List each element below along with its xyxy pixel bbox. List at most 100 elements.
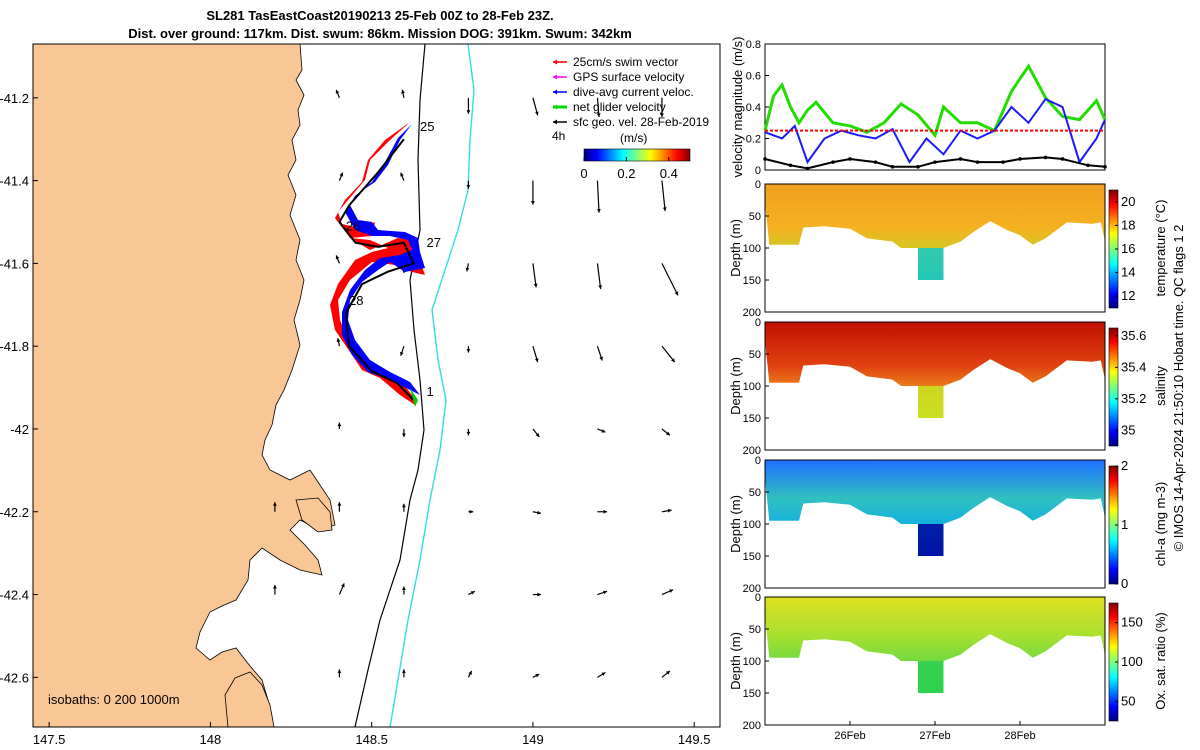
peninsula-land: [224, 671, 275, 727]
day-label: 26: [346, 218, 360, 233]
depth-tick-label: 150: [743, 551, 761, 563]
time-tick-label: 26Feb: [834, 730, 865, 742]
velocity-panel: 0 0.2 0.4 0.6 0.8 velocity magnitude (m/s): [730, 37, 1107, 177]
depth-axis-label: Depth (m): [728, 357, 743, 415]
current-vector-head: [401, 433, 406, 437]
sfc-velocity-point: [788, 163, 793, 168]
colorbar-label: chl-a (mg m-3): [1153, 482, 1168, 567]
depth-tick-label: 150: [743, 275, 761, 287]
section-panel-chla: 0 50 100 150 200 Depth (m) 2 1 0 chl-a (mg m-3): [728, 455, 1168, 595]
current-vector-head: [667, 508, 672, 513]
legend-label: GPS surface velocity: [573, 70, 684, 84]
current-vector-head: [596, 113, 601, 118]
colorbar-tick-label: 0: [1121, 576, 1128, 591]
velocity-y-tick-label: 0.6: [746, 71, 761, 83]
current-vector-head: [531, 201, 535, 205]
footer-note: © IMOS 14-Apr-2024 21:50:10 Hobart time.…: [1171, 225, 1186, 552]
sfc-velocity-point: [1086, 163, 1090, 168]
section-panel-salinity: 0 50 100 150 200 Depth (m) 35.6 35.4 35.2 35 salin…: [728, 317, 1168, 457]
map-y-tick-label: -42: [10, 422, 29, 437]
depth-tick-label: 0: [755, 317, 761, 329]
map-y-tick-label: -41.8: [0, 339, 29, 354]
map-x-tick-label: 148: [200, 732, 222, 747]
colorbar-tick-label: 50: [1121, 693, 1135, 708]
velocity-y-tick-label: 0: [755, 165, 761, 177]
current-vector-head: [335, 255, 340, 260]
legend-arrowhead: [553, 89, 557, 95]
velocity-series-diveavg: [764, 97, 1106, 165]
current-vector-head: [601, 429, 606, 433]
isobath-200: [354, 44, 426, 727]
legend-label: net glider velocity: [573, 100, 666, 114]
current-vector-head: [401, 503, 406, 508]
current-vector: [532, 263, 537, 288]
island-land: [295, 497, 333, 533]
colorbar-tick-label: 35.4: [1121, 359, 1146, 374]
colorbar-tick-label: 35: [1121, 422, 1135, 437]
glider-track: [330, 122, 425, 407]
map-y-tick-label: -41.6: [0, 256, 29, 271]
colorbar-label: salinity: [1153, 366, 1168, 406]
colorbar-units-label: (m/s): [620, 131, 647, 145]
current-vector-head: [537, 510, 541, 515]
sfc-velocity-point: [1001, 160, 1005, 164]
depth-axis-label: Depth (m): [728, 632, 743, 690]
current-vector-head: [401, 89, 405, 94]
section-colorbar: [1108, 327, 1119, 447]
current-vector-head: [674, 291, 679, 296]
sfc-velocity-point: [890, 165, 895, 169]
current-vector-head: [468, 670, 472, 675]
current-vector-head: [400, 172, 404, 177]
map-x-tick-label: 149: [522, 732, 544, 747]
map-x-tick-label: 148.5: [355, 732, 388, 747]
depth-tick-label: 200: [743, 307, 761, 319]
sfc-velocity-point: [1018, 157, 1022, 161]
colorbar-tick-label: 0.4: [660, 166, 678, 181]
current-vector-head: [470, 591, 475, 595]
depth-tick-label: 0: [755, 592, 761, 604]
current-vector-head: [341, 583, 345, 588]
current-vector-head: [534, 358, 539, 363]
section-deep-patch: [918, 248, 944, 280]
sfc-velocity-point: [958, 157, 963, 161]
section-deep-patch: [918, 386, 944, 418]
current-vector-head: [465, 267, 470, 272]
sfc-velocity-point: [933, 160, 937, 164]
colorbar-tick-label: 2: [1121, 458, 1128, 473]
current-vector-head: [666, 670, 670, 675]
current-vectors: [272, 89, 679, 678]
colorbar-tick-label: 100: [1121, 654, 1143, 669]
map-x-tick-label: 147.5: [33, 732, 66, 747]
depth-tick-label: 50: [749, 211, 761, 223]
colorbar-tick-label: 35.2: [1121, 391, 1146, 406]
depth-axis-label: Depth (m): [728, 219, 743, 277]
sfc-velocity-point: [763, 157, 767, 161]
sfc-velocity-point: [1103, 165, 1107, 169]
legend-arrowhead: [553, 74, 557, 80]
map-y-tick-label: -41.2: [0, 91, 29, 106]
isobath-1000: [389, 44, 475, 727]
map-y-tick-label: -42.6: [0, 670, 29, 685]
sfc-velocity-point: [848, 157, 852, 161]
title-line-1: SL281 TasEastCoast20190213 25-Feb 00Z to…: [206, 8, 554, 23]
scale-label: 4h: [552, 129, 565, 143]
current-vector-head: [336, 338, 341, 342]
colorbar-tick-label: 12: [1121, 288, 1135, 303]
current-vector-head: [339, 172, 344, 177]
gps-surface-segment: [410, 388, 418, 407]
current-vector-head: [466, 185, 471, 189]
section-deep-patch: [918, 661, 944, 693]
current-vector-head: [272, 584, 277, 589]
diveavg-current-band: [342, 124, 425, 395]
current-vector-head: [601, 672, 606, 676]
current-vector-head: [662, 207, 667, 211]
current-vector-head: [535, 433, 540, 437]
depth-tick-label: 200: [743, 720, 761, 732]
current-vector-head: [598, 285, 603, 289]
current-vector-head: [603, 509, 608, 514]
section-field: [765, 460, 1105, 556]
velocity-y-tick-label: 0.4: [746, 102, 761, 114]
